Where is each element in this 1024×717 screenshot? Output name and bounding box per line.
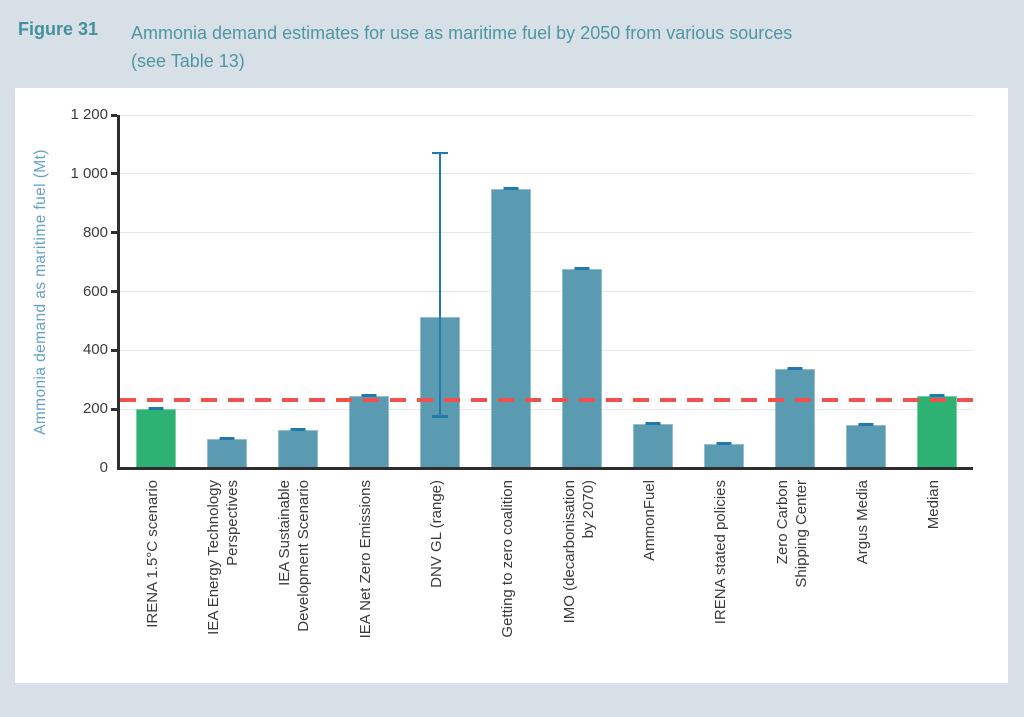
bar	[775, 369, 816, 468]
y-tick-label: 1 000	[70, 164, 108, 182]
chart-panel: Ammonia demand as maritime fuel (Mt) 0 20…	[15, 88, 1008, 683]
bar-cap	[148, 407, 164, 411]
y-axis-tick-mark	[111, 113, 117, 117]
x-category-label: DNV GL (range)	[427, 480, 445, 588]
y-axis-tick-mark	[111, 407, 117, 411]
x-axis-category-labels: IRENA 1.5°C scenario IEA Energy Technolog…	[117, 476, 970, 681]
x-category-label: Argus Media	[854, 480, 872, 565]
bar-slot	[760, 115, 831, 468]
bar-cap	[929, 393, 945, 397]
gridline	[120, 232, 973, 234]
x-category-label: IRENA stated policies	[712, 480, 730, 625]
x-label-slot: IMO (decarbonisation by 2070)	[543, 476, 614, 681]
x-label-slot: Getting to zero coalition	[472, 476, 543, 681]
gridline	[120, 291, 973, 292]
y-axis-tick-mark	[111, 172, 117, 176]
figure-title-line2: (see Table 13)	[131, 51, 245, 71]
bar-slot	[262, 115, 333, 468]
bar-cap	[787, 367, 803, 371]
gridline	[120, 349, 973, 351]
bar-cap	[858, 423, 874, 427]
bars-row	[120, 115, 973, 468]
x-category-label: IMO (decarbonisation by 2070)	[560, 480, 597, 624]
error-bar-cap	[431, 415, 448, 418]
x-category-label: Median	[925, 480, 943, 530]
y-axis-tick-mark	[111, 231, 117, 235]
x-label-slot: Argus Media	[828, 476, 899, 681]
x-category-label: IRENA 1.5°C scenario	[143, 480, 161, 628]
bar	[846, 425, 887, 468]
y-tick-label: 800	[82, 223, 108, 241]
bar-cap	[503, 186, 519, 190]
bar-slot	[120, 115, 191, 468]
bar-cap	[716, 442, 732, 446]
x-axis-line	[117, 467, 973, 470]
bar-cap	[645, 421, 661, 425]
bar-slot	[333, 115, 404, 468]
x-category-label: IEA Energy Technology Perspectives	[205, 480, 241, 635]
x-label-slot: IEA Net Zero Emissions	[330, 476, 401, 681]
x-label-slot: IEA Sustainable Development Scenario	[259, 476, 330, 681]
y-axis-tick-labels: 0 200 400 600 800 1 000 1 200	[15, 88, 108, 683]
bar	[633, 423, 674, 468]
bar-slot	[546, 115, 617, 468]
gridline	[120, 408, 973, 410]
bar-slot	[902, 115, 973, 468]
bar	[917, 395, 958, 468]
bar-slot	[831, 115, 902, 468]
x-category-label: IEA Sustainable Development Scenario	[276, 480, 312, 632]
x-category-label: Getting to zero coalition	[498, 480, 516, 638]
figure-title-line1: Ammonia demand estimates for use as mari…	[131, 23, 793, 43]
x-category-label: Zero Carbon Shipping Center	[773, 480, 810, 588]
x-label-slot: DNV GL (range)	[401, 476, 472, 681]
median-reference-line	[120, 398, 973, 403]
error-bar-cap	[431, 151, 448, 155]
gridline	[120, 114, 973, 116]
x-label-slot: Median	[899, 476, 970, 681]
y-tick-label: 400	[82, 341, 108, 359]
plot-area	[111, 113, 973, 470]
bar	[206, 438, 247, 468]
bar-cap	[361, 393, 377, 397]
figure-title: Ammonia demand estimates for use as mari…	[131, 19, 931, 75]
bar	[135, 409, 176, 468]
y-tick-label: 1 200	[70, 106, 108, 123]
bar-cap	[290, 427, 306, 431]
bar-slot	[404, 115, 475, 468]
x-label-slot: AmmonFuel	[615, 476, 686, 681]
bar-slot	[618, 115, 689, 468]
x-label-slot: IRENA 1.5°C scenario	[117, 476, 188, 681]
y-axis-tick-mark	[111, 290, 117, 293]
bar-slot	[475, 115, 546, 468]
bar	[490, 188, 531, 468]
x-label-slot: IEA Energy Technology Perspectives	[188, 476, 259, 681]
bar-cap	[219, 436, 235, 440]
y-tick-label: 0	[99, 459, 108, 476]
bar	[348, 395, 389, 468]
x-label-slot: Zero Carbon Shipping Center	[757, 476, 828, 681]
bar	[277, 429, 318, 468]
gridline	[120, 173, 973, 175]
bar-slot	[689, 115, 760, 468]
x-category-label: AmmonFuel	[641, 480, 659, 561]
bar-slot	[191, 115, 262, 468]
y-axis-tick-mark	[111, 348, 117, 352]
x-category-label: IEA Net Zero Emissions	[356, 480, 374, 639]
figure-number: Figure 31	[18, 19, 99, 39]
x-label-slot: IRENA stated policies	[686, 476, 757, 681]
bar	[704, 444, 745, 468]
y-tick-label: 200	[82, 400, 108, 418]
bar-cap	[574, 267, 590, 271]
error-bar-line	[438, 153, 441, 417]
y-tick-label: 600	[82, 282, 108, 300]
bar	[562, 269, 602, 468]
